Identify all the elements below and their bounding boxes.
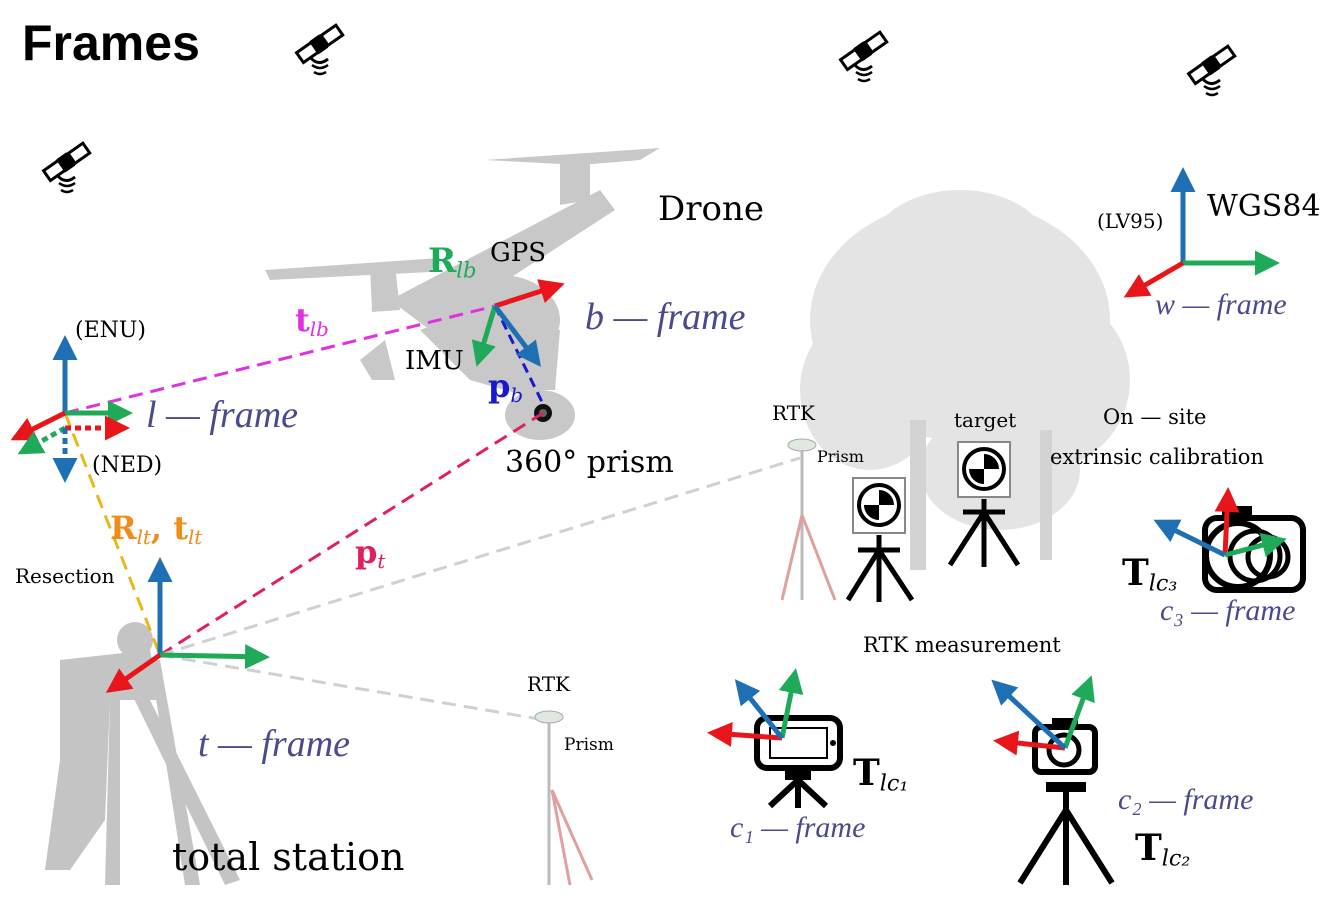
- t-frame-axes: [105, 557, 270, 693]
- rtk-bottom-line: [159, 653, 546, 722]
- satellite-icon: [839, 30, 889, 83]
- satellite-icon: [295, 23, 345, 76]
- c3-frame-axes: [1153, 487, 1287, 558]
- ned-label: (NED): [92, 453, 163, 478]
- smartphone-tripod-icon: [754, 715, 843, 809]
- drone-silhouette: [265, 148, 660, 440]
- t-lb-line: [64, 304, 496, 415]
- c1-frame-label: c₁ — frame: [730, 811, 866, 844]
- prism-bottom-label: Prism: [564, 735, 614, 755]
- c1-frame-axes: [707, 668, 804, 747]
- rtk-measurement-label: RTK measurement: [863, 633, 1061, 657]
- c2-frame-axes: [991, 675, 1095, 756]
- T-lc1-label: Tlc₁: [853, 752, 909, 797]
- T-lc2-label: Tlc₂: [1135, 827, 1191, 872]
- rtk-bottom-label: RTK: [527, 672, 570, 696]
- target-tripod-icon: [845, 477, 915, 602]
- satellite-icon: [42, 141, 92, 194]
- drone-label: Drone: [658, 189, 765, 229]
- rtk-top-label: RTK: [772, 401, 815, 425]
- rtk-pole-icon: [534, 710, 594, 886]
- b-frame-axes: [471, 279, 565, 367]
- l-frame-label: l — frame: [146, 394, 298, 436]
- b-frame-label: b — frame: [585, 296, 746, 338]
- p-b-label: pb: [488, 367, 524, 407]
- t-frame-label: t — frame: [198, 723, 350, 765]
- surveyor-silhouette: [45, 622, 240, 885]
- t-lb-label: tlb: [295, 301, 329, 341]
- l-frame-axes: [10, 335, 133, 483]
- rtk-top-line: [159, 456, 801, 657]
- page-title: Frames: [22, 15, 200, 71]
- target-tripod-icon: [947, 441, 1021, 567]
- T-lc3-label: Tlc₃: [1122, 552, 1178, 597]
- rtk-pole-icon: [780, 438, 837, 601]
- tree-silhouette: [800, 190, 1130, 570]
- resection-label: Resection: [15, 564, 115, 588]
- prism-top-label: Prism: [817, 447, 864, 466]
- c2-frame-label: c₂ — frame: [1118, 783, 1254, 816]
- wgs84-label: WGS84: [1207, 189, 1321, 224]
- prism-360-label: 360° prism: [505, 445, 674, 480]
- enu-label: (ENU): [75, 318, 147, 343]
- imu-label: IMU: [405, 346, 464, 376]
- calibration-line1: On — site: [1103, 405, 1207, 429]
- c3-frame-label: c₃ — frame: [1160, 594, 1296, 627]
- satellite-icon: [1187, 44, 1237, 97]
- camera-tripod-icon: [1017, 718, 1115, 885]
- p-t-label: pt: [355, 533, 386, 573]
- R-lb-label: Rlb: [428, 241, 477, 283]
- w-frame-axes: [1123, 167, 1280, 298]
- calibration-line2: extrinsic calibration: [1050, 445, 1264, 469]
- lv95-label: (LV95): [1097, 209, 1164, 233]
- R-lt-t-lt-label: Rlt, tlt: [110, 509, 203, 549]
- total-station-label: total station: [172, 835, 405, 879]
- gps-label: GPS: [490, 238, 547, 268]
- w-frame-label: w — frame: [1155, 288, 1287, 321]
- target-label: target: [954, 408, 1017, 432]
- p-t-line: [159, 411, 544, 657]
